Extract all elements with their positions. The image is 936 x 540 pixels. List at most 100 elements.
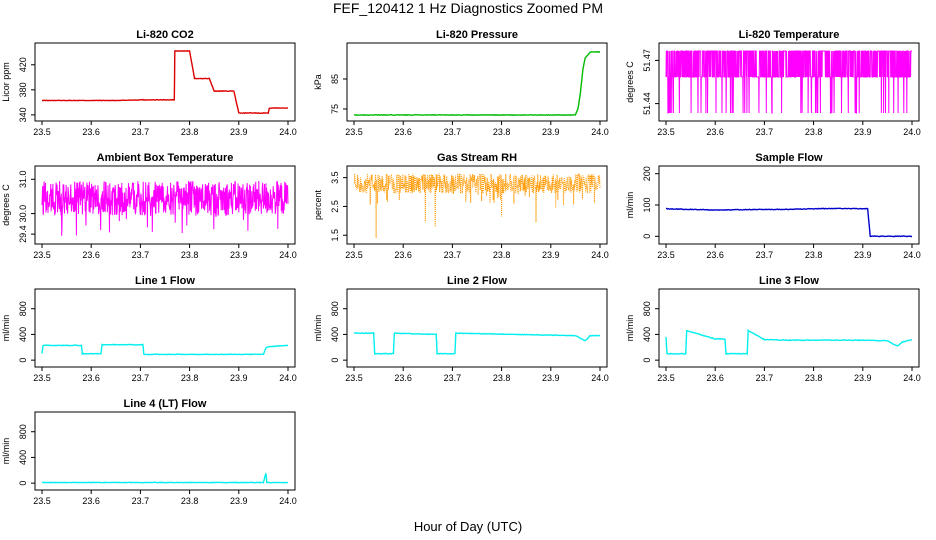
x-tick-label: 23.7: [444, 250, 462, 260]
y-axis-label: ml/min: [313, 315, 323, 342]
series-line: [41, 473, 289, 484]
x-tick-label: 23.5: [33, 250, 51, 260]
x-tick-label: 23.6: [82, 373, 100, 383]
panel-8: Line 2 Flow ml/min 23.5 23.6 23.7 23.8 23.9 24.…: [313, 275, 609, 383]
panel-title: Line 4 (LT) Flow: [124, 398, 207, 410]
y-tick-label: 0: [642, 234, 652, 239]
x-tick-label: 24.0: [591, 373, 609, 383]
x-tick-label: 23.6: [706, 373, 724, 383]
panel-6: Sample Flow ml/min 23.5 23.6 23.7 23.8 23.9 24.…: [625, 152, 921, 260]
x-tick-label: 23.7: [756, 250, 774, 260]
x-tick-label: 23.6: [706, 127, 724, 137]
y-tick-label: 800: [18, 301, 28, 316]
y-tick-label: 0: [642, 358, 652, 363]
panel-title: Sample Flow: [755, 152, 823, 164]
series-line: [41, 50, 289, 115]
x-tick-label: 24.0: [903, 127, 921, 137]
plot-frame: [658, 288, 920, 368]
x-tick-label: 23.9: [854, 373, 872, 383]
x-tick-label: 23.6: [706, 250, 724, 260]
panel-title: Li-820 Temperature: [739, 29, 840, 41]
x-tick-label: 23.8: [493, 250, 511, 260]
panel-title: Line 3 Flow: [759, 275, 819, 287]
x-tick-label: 23.6: [82, 250, 100, 260]
x-tick-label: 23.8: [181, 250, 199, 260]
x-tick-label: 23.5: [345, 250, 363, 260]
y-axis-label: kPa: [313, 74, 323, 90]
x-tick-label: 23.8: [805, 127, 823, 137]
x-tick-label: 24.0: [279, 496, 297, 506]
figure-xlabel: Hour of Day (UTC): [414, 519, 522, 534]
y-axis-label: ml/min: [625, 192, 635, 219]
x-tick-label: 23.9: [542, 127, 560, 137]
panel-title: Line 1 Flow: [135, 275, 195, 287]
x-tick-label: 23.6: [82, 496, 100, 506]
panel-5: Gas Stream RH percent 23.5 23.6 23.7 23.8 23.9…: [313, 152, 609, 260]
plot-frame: [658, 42, 920, 122]
x-tick-label: 23.9: [854, 127, 872, 137]
y-axis-label: ml/min: [1, 438, 11, 465]
plot-frame: [34, 165, 296, 245]
y-tick-label: 800: [18, 424, 28, 439]
y-tick-label: 1.5: [330, 229, 340, 242]
y-tick-label: 31.0: [18, 171, 28, 189]
x-tick-label: 23.6: [394, 127, 412, 137]
y-tick-label: 400: [18, 450, 28, 465]
y-tick-label: 100: [642, 197, 652, 212]
x-tick-label: 23.9: [542, 373, 560, 383]
x-tick-label: 23.7: [756, 127, 774, 137]
x-tick-label: 24.0: [279, 373, 297, 383]
x-tick-label: 23.9: [542, 250, 560, 260]
x-tick-label: 24.0: [279, 250, 297, 260]
x-tick-label: 23.5: [33, 496, 51, 506]
y-axis-label: degrees C: [1, 184, 11, 226]
x-tick-label: 23.5: [345, 373, 363, 383]
series-line: [353, 172, 601, 239]
panel-7: Line 1 Flow ml/min 23.5 23.6 23.7 23.8 23.9 24.…: [1, 275, 297, 383]
x-tick-label: 23.5: [345, 127, 363, 137]
y-tick-label: 800: [642, 301, 652, 316]
y-axis-label: ml/min: [625, 315, 635, 342]
x-tick-label: 23.5: [33, 127, 51, 137]
panel-10: Line 4 (LT) Flow ml/min 23.5 23.6 23.7 23.8 23…: [1, 398, 297, 506]
x-tick-label: 23.7: [132, 250, 150, 260]
x-tick-label: 23.8: [493, 127, 511, 137]
y-tick-label: 29.4: [18, 225, 28, 243]
y-tick-label: 0: [18, 358, 28, 363]
x-tick-label: 24.0: [279, 127, 297, 137]
x-tick-label: 23.9: [230, 496, 248, 506]
y-tick-label: 85: [330, 74, 340, 84]
x-tick-label: 23.8: [181, 496, 199, 506]
series-line: [41, 180, 289, 236]
y-tick-label: 420: [18, 57, 28, 72]
x-tick-label: 23.5: [657, 127, 675, 137]
panel-title: Li-820 Pressure: [436, 29, 518, 41]
series-line: [665, 50, 912, 114]
panel-title: Ambient Box Temperature: [97, 152, 234, 164]
panel-3: Li-820 Temperature degrees C 23.5 23.6 23.7 2…: [625, 29, 921, 137]
x-tick-label: 23.7: [132, 127, 150, 137]
x-tick-label: 24.0: [903, 250, 921, 260]
x-tick-label: 23.8: [493, 373, 511, 383]
series-line: [353, 50, 601, 117]
x-tick-label: 23.5: [657, 250, 675, 260]
panel-title: Li-820 CO2: [136, 29, 193, 41]
x-tick-label: 24.0: [903, 373, 921, 383]
series-line: [41, 343, 289, 356]
plot-frame: [34, 288, 296, 368]
y-axis-label: ml/min: [1, 315, 11, 342]
x-tick-label: 23.6: [394, 250, 412, 260]
panels: Li-820 CO2 Licor ppm 23.5 23.6 23.7 23.8 23.9 2…: [1, 29, 921, 506]
x-tick-label: 23.5: [33, 373, 51, 383]
y-tick-label: 400: [18, 327, 28, 342]
plot-frame: [346, 165, 608, 245]
x-tick-label: 23.9: [230, 127, 248, 137]
y-tick-label: 340: [18, 107, 28, 122]
x-tick-label: 23.5: [657, 373, 675, 383]
y-tick-label: 800: [330, 301, 340, 316]
plot-frame: [34, 411, 296, 491]
x-tick-label: 23.7: [756, 373, 774, 383]
panel-title: Gas Stream RH: [437, 152, 517, 164]
y-tick-label: 0: [330, 358, 340, 363]
